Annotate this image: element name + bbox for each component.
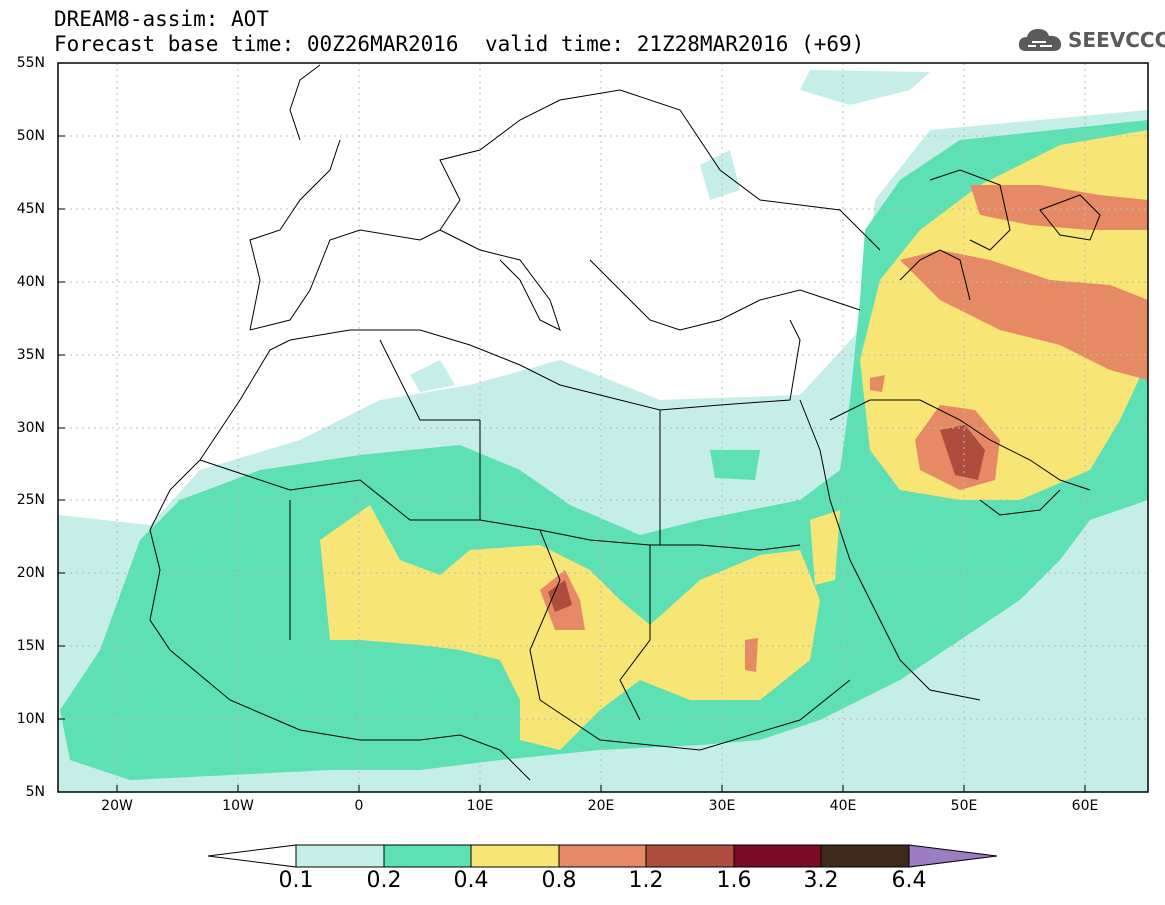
aot-band-1.2 [548, 425, 985, 612]
colorbar-swatch-3.2 [820, 844, 910, 868]
colorbar-label-0.1: 0.1 [278, 868, 314, 893]
map-title: DREAM8-assim: AOT [54, 7, 269, 31]
forecast-base-time: Forecast base time: 00Z26MAR2016 [54, 32, 459, 56]
colorbar-label-3.2: 3.2 [803, 868, 839, 893]
lat-label-45n: 45N [16, 201, 45, 217]
lat-label-5n: 5N [25, 784, 45, 800]
lon-label-50e: 50E [950, 798, 978, 814]
colorbar-swatch-0.2 [383, 844, 472, 868]
colorbar-label-0.4: 0.4 [453, 868, 489, 893]
graticule [58, 63, 1148, 792]
seevccc-logo: SEEVCCC [1016, 24, 1165, 56]
colorbar-above-triangle [908, 844, 998, 868]
lon-label-0: 0 [354, 798, 364, 814]
colorbar-label-1.6: 1.6 [716, 868, 752, 893]
valid-time: valid time: 21Z28MAR2016 (+69) [485, 32, 865, 56]
coastlines [149, 64, 1101, 781]
lat-label-50n: 50N [16, 128, 45, 144]
aot-field [58, 70, 1148, 792]
lon-label-10e: 10E [466, 798, 494, 814]
lon-label-20e: 20E [587, 798, 615, 814]
colorbar-label-6.4: 6.4 [891, 868, 927, 893]
lon-label-40e: 40E [829, 798, 857, 814]
lat-label-30n: 30N [16, 420, 45, 436]
colorbar-label-0.2: 0.2 [366, 868, 402, 893]
colorbar-swatch-1.6 [733, 844, 822, 868]
lat-label-35n: 35N [16, 347, 45, 363]
lon-label-10w: 10W [222, 798, 254, 814]
cloud-icon [1018, 29, 1062, 51]
colorbar-label-0.8: 0.8 [541, 868, 577, 893]
colorbar-swatch-0.8 [558, 844, 647, 868]
colorbar-label-1.2: 1.2 [628, 868, 664, 893]
lat-label-15n: 15N [16, 638, 45, 654]
lon-label-30e: 30E [708, 798, 736, 814]
lat-label-25n: 25N [16, 492, 45, 508]
logo-text: SEEVCCC [1068, 28, 1165, 52]
lat-label-10n: 10N [16, 711, 45, 727]
colorbar-below-triangle [207, 844, 297, 868]
colorbar-swatch-0.4 [470, 844, 560, 868]
tick-marks [58, 135, 1086, 792]
colorbar [207, 844, 998, 868]
lat-label-20n: 20N [16, 565, 45, 581]
lon-label-60e: 60E [1071, 798, 1099, 814]
lat-label-55n: 55N [16, 55, 45, 71]
lon-label-20w: 20W [101, 798, 133, 814]
lat-label-40n: 40N [16, 274, 45, 290]
colorbar-swatch-0.1 [295, 844, 385, 868]
colorbar-swatch-1.2 [645, 844, 735, 868]
